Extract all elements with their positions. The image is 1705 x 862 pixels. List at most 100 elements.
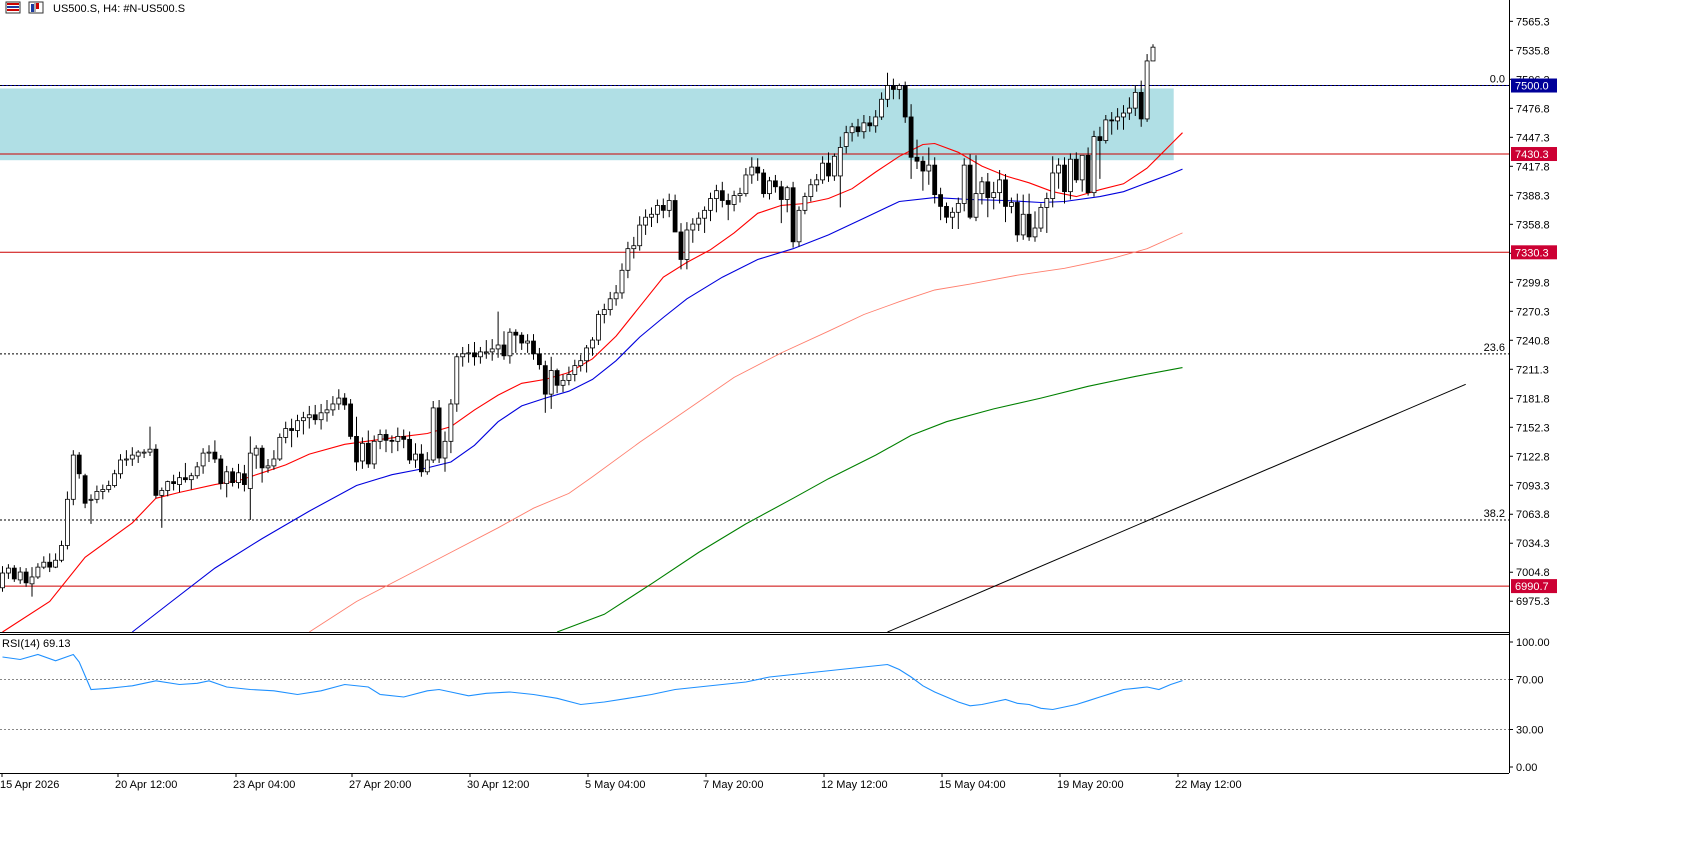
candle[interactable] — [188, 472, 194, 490]
candle[interactable] — [1003, 173, 1008, 223]
candle[interactable] — [997, 170, 1002, 204]
rsi-line[interactable] — [2, 653, 1183, 711]
candle[interactable] — [472, 342, 477, 366]
candle[interactable] — [950, 207, 955, 230]
candle[interactable] — [336, 389, 342, 410]
price-label[interactable]: 7500.0 — [1511, 78, 1557, 93]
candle[interactable] — [118, 454, 123, 479]
candle[interactable] — [0, 566, 5, 592]
candle[interactable] — [832, 153, 837, 181]
candle[interactable] — [1038, 203, 1044, 232]
candle[interactable] — [790, 181, 796, 248]
candle[interactable] — [767, 176, 772, 200]
candle[interactable] — [448, 399, 454, 454]
candle[interactable] — [979, 176, 985, 205]
candle[interactable] — [17, 567, 23, 584]
candle[interactable] — [914, 139, 920, 170]
candle[interactable] — [725, 193, 731, 221]
candle[interactable] — [271, 450, 277, 470]
candle[interactable] — [861, 114, 867, 139]
candle[interactable] — [531, 334, 536, 360]
candle[interactable] — [206, 445, 212, 462]
candlestick-series[interactable] — [0, 44, 1156, 597]
candle[interactable] — [330, 396, 336, 416]
candle[interactable] — [885, 72, 890, 108]
candle[interactable] — [737, 187, 743, 203]
candle[interactable] — [265, 459, 271, 473]
candle[interactable] — [129, 447, 135, 466]
candle[interactable] — [1091, 130, 1097, 197]
candle[interactable] — [1062, 157, 1067, 204]
candle[interactable] — [135, 450, 141, 463]
candle[interactable] — [985, 172, 991, 218]
candle[interactable] — [241, 464, 247, 492]
candle[interactable] — [259, 445, 265, 483]
candle[interactable] — [1050, 156, 1056, 208]
candle[interactable] — [407, 431, 413, 464]
candle[interactable] — [560, 374, 566, 393]
candle[interactable] — [159, 487, 165, 528]
candle[interactable] — [519, 332, 525, 350]
candle[interactable] — [938, 187, 943, 221]
candle[interactable] — [613, 285, 619, 306]
candle[interactable] — [295, 414, 300, 438]
candle[interactable] — [477, 346, 483, 364]
candle[interactable] — [1009, 197, 1014, 214]
candle[interactable] — [584, 344, 589, 373]
candle[interactable] — [955, 197, 961, 230]
candle[interactable] — [761, 169, 766, 198]
candle[interactable] — [867, 115, 873, 132]
candle[interactable] — [643, 209, 648, 235]
candle[interactable] — [778, 180, 784, 224]
trendline[interactable] — [887, 383, 1466, 633]
candle[interactable] — [731, 190, 737, 212]
candle[interactable] — [607, 291, 613, 316]
candle[interactable] — [312, 404, 318, 425]
candle[interactable] — [365, 430, 371, 468]
candle[interactable] — [236, 463, 241, 489]
candle[interactable] — [1079, 154, 1085, 192]
candle[interactable] — [672, 194, 678, 233]
candle[interactable] — [1056, 158, 1061, 189]
candle[interactable] — [289, 418, 295, 448]
candle[interactable] — [1020, 194, 1026, 240]
candle[interactable] — [548, 356, 554, 409]
candle[interactable] — [47, 553, 53, 573]
candle[interactable] — [253, 445, 259, 469]
candle[interactable] — [359, 437, 365, 469]
candle[interactable] — [194, 461, 200, 479]
candle[interactable] — [684, 222, 690, 270]
candle[interactable] — [29, 567, 35, 597]
candle[interactable] — [1103, 114, 1109, 144]
candle[interactable] — [896, 83, 902, 100]
candle[interactable] — [501, 331, 507, 360]
candle[interactable] — [690, 218, 696, 243]
ma-long-line[interactable] — [556, 367, 1183, 633]
candle[interactable] — [932, 157, 938, 204]
candle[interactable] — [719, 181, 725, 208]
candle[interactable] — [601, 303, 607, 324]
candle[interactable] — [1144, 54, 1150, 122]
candle[interactable] — [11, 565, 17, 582]
candle[interactable] — [377, 429, 383, 450]
candle[interactable] — [59, 540, 64, 563]
candle[interactable] — [342, 393, 348, 410]
candle[interactable] — [324, 400, 330, 422]
candle[interactable] — [1014, 193, 1020, 242]
candle[interactable] — [318, 403, 324, 430]
price-label[interactable]: 6990.7 — [1511, 579, 1557, 594]
candle[interactable] — [578, 354, 584, 372]
candle[interactable] — [755, 158, 761, 181]
candle[interactable] — [537, 347, 542, 370]
candle[interactable] — [855, 118, 861, 137]
candle[interactable] — [466, 344, 472, 363]
candle[interactable] — [696, 212, 702, 231]
candle[interactable] — [1026, 193, 1032, 241]
candle[interactable] — [182, 462, 188, 483]
candle[interactable] — [460, 346, 466, 367]
candle[interactable] — [1097, 126, 1103, 179]
candle[interactable] — [230, 467, 236, 487]
candle[interactable] — [1032, 211, 1038, 242]
candle[interactable] — [424, 452, 430, 475]
candle[interactable] — [1109, 112, 1115, 135]
